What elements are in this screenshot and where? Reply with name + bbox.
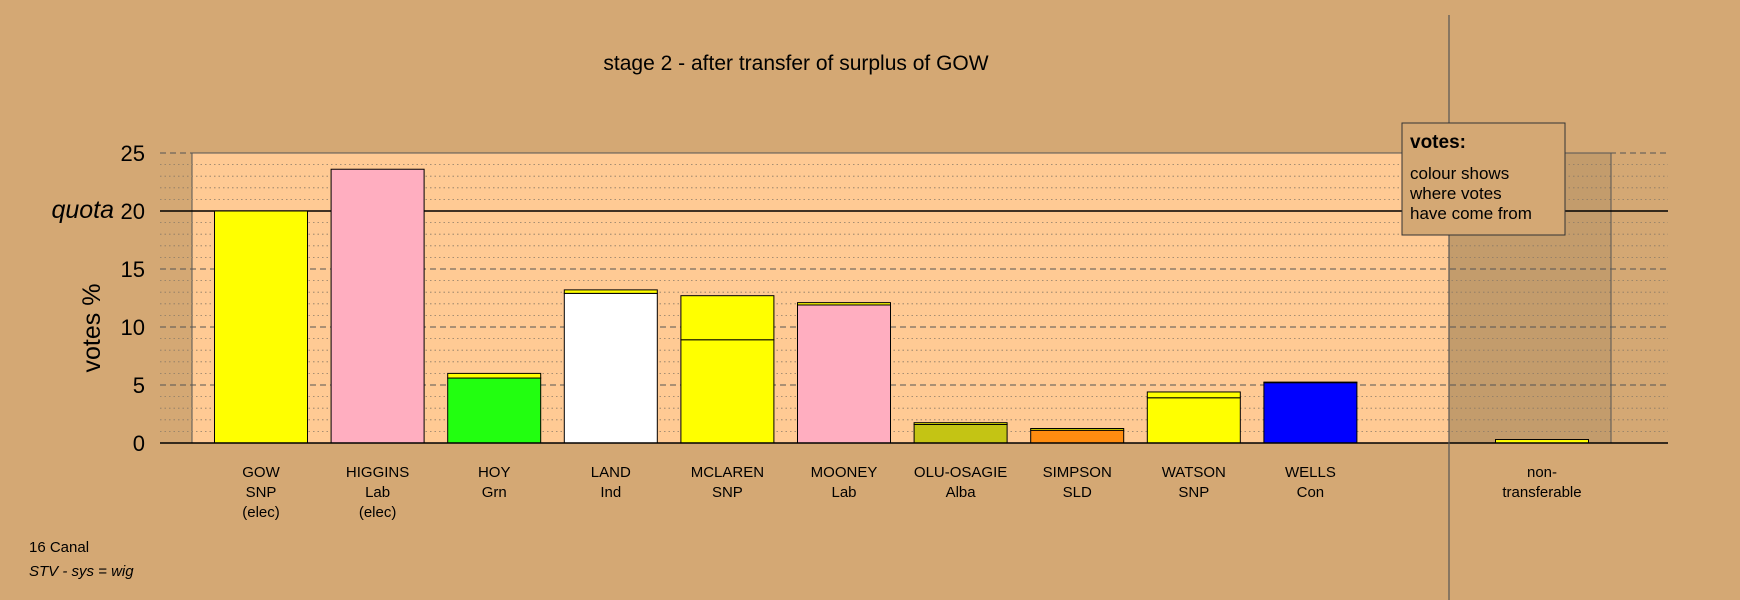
quota-label: quota [51, 196, 114, 224]
hoy-bar-segment [447, 377, 542, 444]
y-tick-label: 15 [121, 257, 145, 282]
mclaren-bar-segment [680, 339, 775, 444]
y-tick-label: 5 [133, 373, 145, 398]
watson-label-line: SNP [1178, 484, 1209, 501]
mooney-label-line: Lab [831, 484, 856, 501]
nontransferable-label-line: non- [1527, 464, 1557, 481]
y-tick-label: 10 [121, 315, 145, 340]
y-tick-label: 25 [121, 141, 145, 166]
watson-label-line: WATSON [1162, 464, 1226, 481]
nontransferable-label-line: transferable [1502, 484, 1581, 501]
olu-osagie-bar-segment [913, 423, 1008, 444]
simpson-label-line: SLD [1063, 484, 1092, 501]
gow-label-line: GOW [242, 464, 280, 481]
simpson-bar-segment [1030, 428, 1125, 431]
legend-title: votes: [1410, 132, 1466, 153]
higgins-label-line: Lab [365, 484, 390, 501]
mooney-bar-segment [797, 304, 891, 444]
land-bar-segment [563, 292, 658, 444]
y-tick-label: 20 [121, 199, 145, 224]
land-label-line: LAND [591, 464, 631, 481]
mooney-bar-segment [797, 302, 891, 306]
wells-bar-segment [1263, 381, 1358, 384]
label-layer: GOW SNP (elec) HIGGINS Lab (elec) HOY Grn LAND In… [242, 464, 1581, 521]
legend-text-line: colour shows [1410, 164, 1509, 183]
mooney-label-line: MOONEY [811, 464, 878, 481]
watson-bar-segment [1146, 391, 1241, 399]
gow-label-line: (elec) [242, 504, 280, 521]
mclaren-bar-segment [680, 295, 775, 341]
mclaren-label-line: SNP [712, 484, 743, 501]
y-tick-label: 0 [133, 431, 145, 456]
mclaren-label-line: MCLAREN [691, 464, 764, 481]
olu-osagie-bar-segment [913, 422, 1008, 425]
olu-osagie-label-line: OLU-OSAGIE [914, 464, 1007, 481]
watson-bar-segment [1146, 397, 1241, 444]
land-bar-segment [563, 289, 658, 294]
gow-label-line: SNP [246, 484, 277, 501]
y-axis-label: votes % [78, 284, 106, 373]
legend-box [1401, 122, 1566, 236]
chart-title: stage 2 - after transfer of surplus of G… [603, 52, 988, 75]
wells-bar-segment [1263, 382, 1358, 444]
wells-label-line: WELLS [1285, 464, 1336, 481]
hoy-label-line: Grn [482, 484, 507, 501]
olu-osagie-label-line: Alba [946, 484, 977, 501]
legend-text-line: have come from [1410, 204, 1532, 223]
higgins-label-line: (elec) [359, 504, 397, 521]
axis-layer: 0 5 10 15 20 25 [121, 15, 1668, 600]
simpson-bar-segment [1030, 429, 1125, 444]
gow-bar-segment [214, 210, 308, 444]
higgins-label-line: HIGGINS [346, 464, 409, 481]
hoy-bar-segment [447, 372, 542, 379]
land-label-line: Ind [600, 484, 621, 501]
wells-label-line: Con [1297, 484, 1325, 501]
simpson-label-line: SIMPSON [1043, 464, 1112, 481]
legend-text-line: where votes [1409, 184, 1502, 203]
higgins-bar-segment [330, 168, 425, 444]
ward-name: 16 Canal [29, 539, 89, 556]
voting-system: STV - sys = wig [29, 563, 134, 580]
bar-layer [214, 168, 1589, 444]
hoy-label-line: HOY [478, 464, 511, 481]
